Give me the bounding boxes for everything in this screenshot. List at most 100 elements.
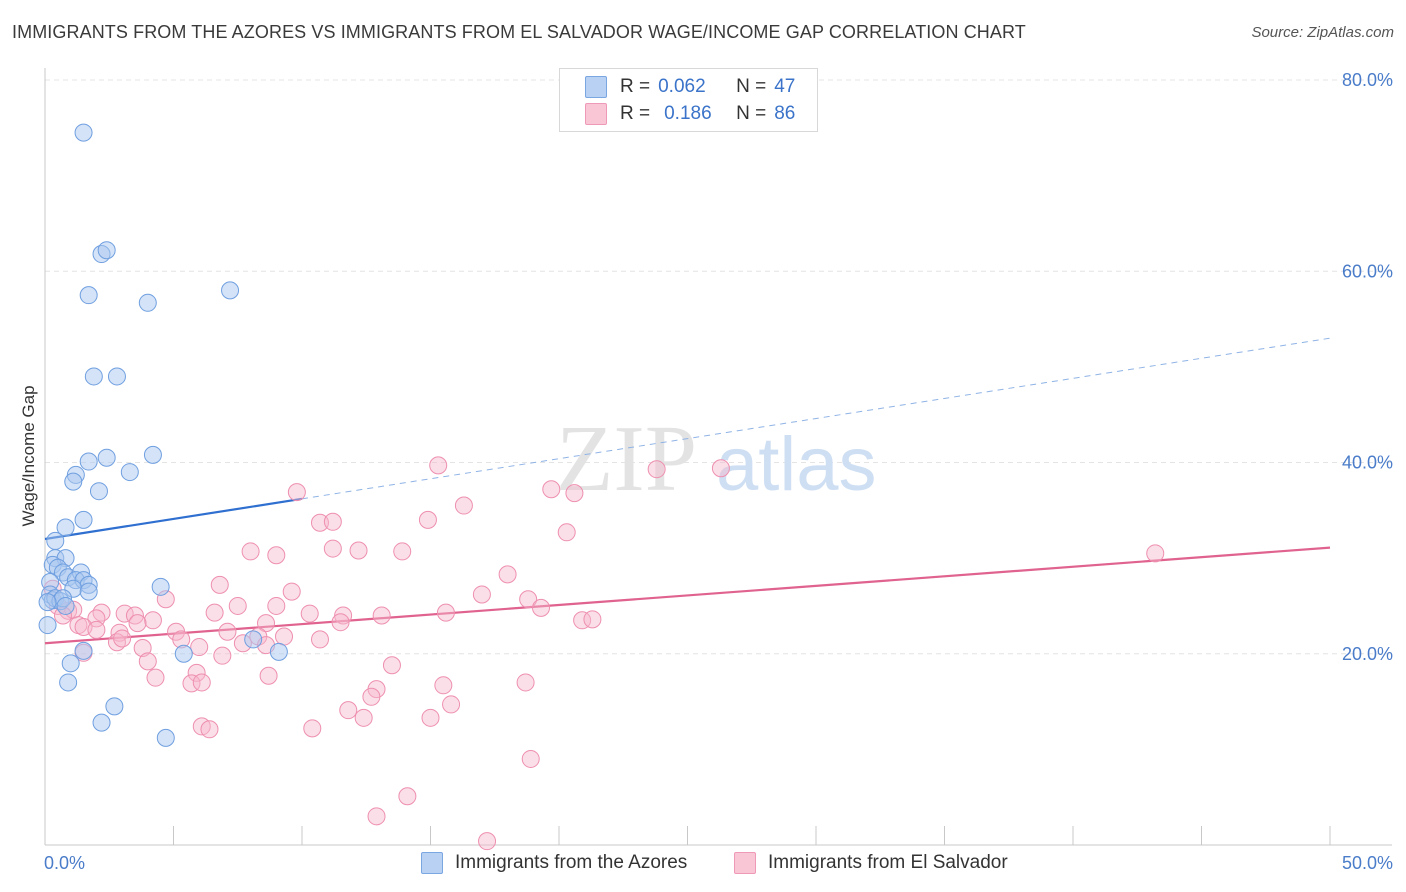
n-value: 47: [774, 76, 796, 97]
azores-point: [74, 123, 93, 142]
legend-item-azores[interactable]: Immigrants from the Azores: [421, 852, 687, 874]
y-tick-label: 20.0%: [1342, 644, 1393, 664]
salvador-point: [647, 460, 666, 479]
azores-swatch: [421, 852, 443, 874]
y-tick-label: 40.0%: [1342, 453, 1393, 473]
azores-point: [92, 713, 111, 732]
salvador-point: [434, 676, 453, 695]
azores-point: [120, 463, 139, 482]
salvador-point: [323, 512, 342, 531]
azores-point: [221, 281, 240, 300]
salvador-point: [192, 673, 211, 692]
watermark: ZIP atlas: [556, 407, 877, 511]
n-value: 86: [774, 103, 796, 124]
y-tick-label: 60.0%: [1342, 261, 1393, 281]
legend-row-azores: R = 0.062 N = 47: [585, 74, 796, 100]
legend-row-salvador: R = 0.186 N = 86: [585, 101, 796, 127]
salvador-point: [190, 638, 209, 657]
trend-lines: [44, 337, 1331, 645]
x-tick-label: 0.0%: [44, 853, 85, 873]
salvador-point: [557, 523, 576, 542]
salvador-point: [382, 656, 401, 675]
salvador-point: [331, 613, 350, 632]
watermark-atlas: atlas: [716, 422, 877, 507]
salvador-point: [303, 719, 322, 738]
data-points: [38, 123, 1165, 851]
correlation-legend: R = 0.062 N = 47 R = 0.186 N = 86: [559, 68, 818, 132]
salvador-point: [287, 483, 306, 502]
r-label: R =: [620, 76, 651, 97]
salvador-point: [354, 708, 373, 727]
azores-point: [59, 673, 78, 692]
n-label: N =: [736, 103, 767, 124]
salvador-point: [143, 611, 162, 630]
azores-point: [97, 241, 116, 260]
salvador-point: [478, 832, 497, 851]
azores-point: [74, 641, 93, 660]
azores-swatch: [585, 76, 607, 98]
y-axis-label: Wage/Income Gap: [19, 385, 38, 526]
x-tick-label: 50.0%: [1342, 853, 1393, 873]
salvador-point: [205, 603, 224, 622]
salvador-point: [187, 663, 206, 682]
salvador-swatch: [585, 103, 607, 125]
salvador-point: [398, 787, 417, 806]
salvador-point: [213, 646, 232, 665]
salvador-point: [339, 701, 358, 720]
tick-labels: 20.0% 40.0% 60.0% 80.0% 0.0% 50.0%: [44, 70, 1393, 873]
salvador-point: [87, 620, 106, 639]
salvador-point: [393, 542, 412, 561]
salvador-point: [92, 603, 111, 622]
salvador-point: [542, 480, 561, 499]
salvador-point: [583, 610, 602, 629]
salvador-swatch: [734, 852, 756, 874]
salvador-point: [310, 513, 329, 532]
azores-point: [174, 644, 193, 663]
azores-point: [56, 518, 75, 537]
salvador-point: [418, 510, 437, 529]
salvador-trend-line: [44, 546, 1331, 645]
chart-title: IMMIGRANTS FROM THE AZORES VS IMMIGRANTS…: [12, 22, 1026, 42]
salvador-point: [200, 720, 219, 739]
series-legend: Immigrants from the Azores Immigrants fr…: [0, 850, 1406, 880]
salvador-point: [259, 666, 278, 685]
azores-point: [79, 452, 98, 471]
salvador-point: [519, 590, 538, 609]
salvador-point: [349, 541, 368, 560]
salvador-point: [282, 582, 301, 601]
salvador-point: [241, 542, 260, 561]
salvador-point: [210, 575, 229, 594]
salvador-point: [711, 459, 730, 478]
salvador-point: [442, 695, 461, 714]
azores-point: [97, 448, 116, 467]
legend-label: Immigrants from El Salvador: [768, 852, 1008, 873]
salvador-point: [565, 484, 584, 503]
salvador-point: [275, 627, 294, 646]
r-label: R =: [620, 103, 651, 124]
legend-item-salvador[interactable]: Immigrants from El Salvador: [734, 852, 1008, 874]
n-label: N =: [736, 76, 767, 97]
salvador-point: [146, 668, 165, 687]
r-value: 0.186: [664, 103, 712, 124]
azores-point: [79, 286, 98, 305]
legend-label: Immigrants from the Azores: [455, 852, 688, 873]
salvador-point: [310, 630, 329, 649]
y-tick-label: 80.0%: [1342, 70, 1393, 90]
azores-point: [64, 472, 83, 491]
salvador-point: [323, 539, 342, 558]
salvador-point: [421, 708, 440, 727]
azores-point: [38, 593, 57, 612]
salvador-point: [367, 807, 386, 826]
salvador-point: [498, 565, 517, 584]
salvador-point: [218, 622, 237, 641]
salvador-point: [138, 652, 157, 671]
salvador-point: [300, 604, 319, 623]
azores-point: [151, 577, 170, 596]
azores-point: [56, 596, 75, 615]
azores-trend-line: [44, 497, 303, 541]
azores-point: [138, 293, 157, 312]
azores-point: [244, 630, 263, 649]
azores-point: [143, 445, 162, 464]
azores-point: [84, 367, 103, 386]
salvador-point: [436, 603, 455, 622]
